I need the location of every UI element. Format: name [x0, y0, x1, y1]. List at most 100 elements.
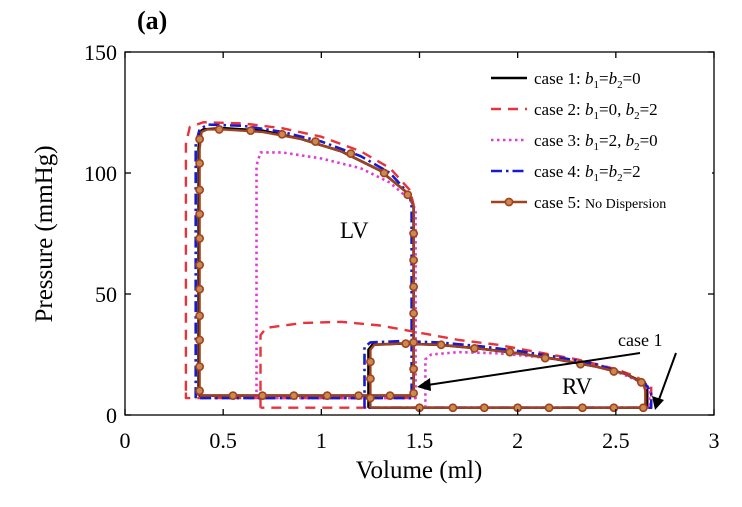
- series-5-marker: [195, 386, 205, 396]
- series-5-marker: [638, 403, 648, 413]
- legend-marker: [504, 197, 514, 207]
- legend-post: =0: [640, 131, 658, 150]
- legend-post: =2: [623, 162, 641, 181]
- y-tick-label: 150: [84, 40, 117, 65]
- series-5-marker: [636, 377, 646, 387]
- lv-region-label: LV: [340, 218, 369, 243]
- series-5-marker: [354, 391, 364, 401]
- legend-sub1: 1: [593, 110, 599, 122]
- series-4-loop-lv: [194, 123, 413, 400]
- legend-entry-5: case 5: No Dispersion: [491, 193, 666, 212]
- legend-b1: b: [585, 100, 594, 119]
- legend-b2: b: [609, 69, 618, 88]
- y-tick-label: 50: [95, 282, 117, 307]
- legend-label: case 3: b1=2, b2=0: [534, 131, 658, 153]
- series-2-loop-lv: [184, 121, 415, 400]
- series-5-marker: [436, 340, 446, 350]
- x-axis-label: Volume (ml): [356, 457, 483, 484]
- legend-sub1: 1: [593, 79, 599, 91]
- x-tick-label: 2.5: [602, 428, 630, 453]
- annotation-arrowhead-lv: [417, 378, 431, 391]
- series-3-loop-lv: [255, 151, 417, 400]
- legend-pre: case 2:: [534, 100, 585, 119]
- legend-label: case 2: b1=0, b2=2: [534, 100, 658, 122]
- series-5-marker: [258, 391, 267, 401]
- annotation-arrow-rv: [656, 352, 677, 406]
- series-4: [194, 123, 653, 409]
- ticks-layer: 0 0.5 1 1.5 2 2.5 3 0 50 100 150: [84, 40, 720, 453]
- legend-pre: case 5:: [534, 193, 585, 212]
- series-5-marker: [322, 391, 332, 401]
- legend-sub2: 2: [617, 172, 623, 184]
- series-5-marker: [366, 374, 375, 384]
- series-5-marker: [409, 308, 419, 318]
- legend-tail: No Dispersion: [585, 197, 666, 212]
- series-5-marker: [448, 403, 458, 413]
- series-5-marker: [195, 362, 205, 371]
- series-5-loop-rv: [369, 342, 647, 409]
- series-5-marker: [195, 233, 205, 243]
- series-5-marker: [409, 337, 419, 347]
- series-5-marker: [195, 209, 205, 219]
- series-5-marker: [311, 137, 320, 146]
- y-axis-label: Pressure (mmHg): [31, 145, 58, 322]
- series-5-marker: [540, 353, 550, 363]
- series-5-marker: [544, 403, 554, 413]
- series-5-marker: [401, 339, 411, 349]
- case1-annotation: case 1: [417, 330, 677, 410]
- legend-mid: =: [599, 69, 609, 88]
- series-5-marker: [228, 391, 238, 401]
- series-5-marker: [246, 126, 256, 136]
- series-5-marker: [505, 347, 515, 357]
- legend-mid: =2,: [599, 131, 626, 150]
- series-5-marker: [379, 168, 389, 178]
- series-5-marker: [289, 391, 299, 401]
- series-5-marker: [277, 129, 287, 139]
- series-4-loop-rv: [363, 339, 653, 409]
- legend-sub2: 2: [634, 110, 640, 122]
- series-5-loop-lv: [198, 128, 415, 397]
- series-5-marker: [346, 149, 356, 159]
- legend-b1: b: [585, 131, 594, 150]
- series-layer: [184, 121, 653, 413]
- legend-mid: =0,: [599, 100, 626, 119]
- series-5-marker: [385, 391, 395, 401]
- legend-sub1: 1: [593, 141, 599, 153]
- x-tick-label: 3: [709, 428, 720, 453]
- series-5-marker: [195, 260, 205, 270]
- series-5-marker: [195, 185, 205, 195]
- x-tick-label: 2: [512, 428, 523, 453]
- legend-pre: case 1:: [534, 69, 585, 88]
- series-5-marker: [195, 311, 205, 321]
- series-5-marker: [366, 393, 375, 403]
- series-5-marker: [409, 229, 419, 238]
- annotation-arrow-lv: [420, 352, 641, 387]
- legend-mid: =: [599, 162, 609, 181]
- legend-b2: b: [609, 162, 618, 181]
- legend-entry-3: case 3: b1=2, b2=0: [491, 131, 658, 153]
- y-tick-label: 0: [106, 403, 117, 428]
- annotation-arrowhead-rv: [652, 396, 664, 410]
- legend-sub1: 1: [593, 172, 599, 184]
- legend-post: =0: [623, 69, 641, 88]
- legend-pre: case 3:: [534, 131, 585, 150]
- series-5-marker: [195, 284, 205, 294]
- series-5-marker: [409, 282, 419, 292]
- panel-label: (a): [137, 6, 167, 35]
- y-tick-label: 100: [84, 161, 117, 186]
- legend-b2: b: [626, 131, 635, 150]
- legend-entry-1: case 1: b1=b2=0: [491, 69, 641, 91]
- x-tick-label: 0: [120, 428, 131, 453]
- series-5-marker: [195, 158, 205, 168]
- series-5-marker: [578, 403, 587, 413]
- legend-entry-4: case 4: b1=b2=2: [491, 162, 641, 184]
- series-5-marker: [195, 134, 205, 144]
- legend-pre: case 4:: [534, 162, 585, 181]
- series-5-marker: [366, 357, 375, 367]
- series-5-marker: [479, 403, 489, 413]
- series-5-marker: [409, 388, 419, 398]
- legend-background: [484, 64, 712, 219]
